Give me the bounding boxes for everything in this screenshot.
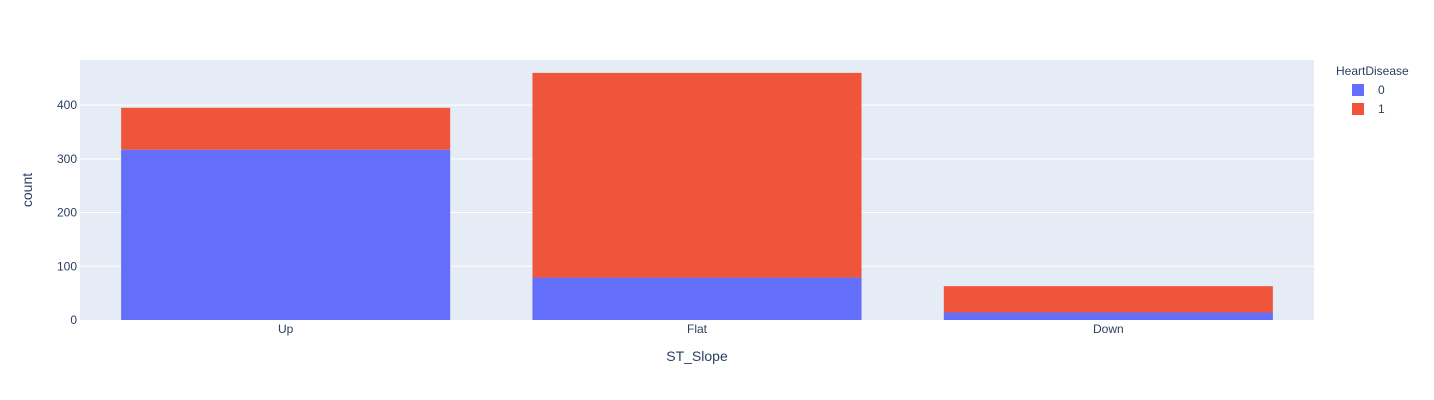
legend-swatch [1352,103,1364,115]
bar-up-heartdisease-0[interactable] [121,149,451,320]
bar-down-heartdisease-1[interactable] [943,286,1273,313]
x-axis-ticks: Up Flat Down [278,322,1124,336]
y-tick-label: 0 [70,313,77,327]
y-tick-label: 100 [57,259,77,273]
bar-flat-heartdisease-1[interactable] [532,72,862,278]
x-tick-label: Up [278,322,294,336]
bar-down-heartdisease-0[interactable] [943,312,1273,320]
legend-label: 1 [1378,102,1385,116]
y-axis-title: count [19,173,35,207]
y-axis-ticks: 0 100 200 300 400 [57,98,77,327]
bar-flat-heartdisease-0[interactable] [532,277,862,320]
x-tick-label: Flat [687,322,708,336]
y-tick-label: 200 [57,206,77,220]
legend-title: HeartDisease [1336,64,1409,78]
bars [121,72,1273,320]
legend-label: 0 [1378,83,1385,97]
x-tick-label: Down [1093,322,1124,336]
legend-swatch [1352,84,1364,96]
y-tick-label: 300 [57,152,77,166]
bar-up-heartdisease-1[interactable] [121,107,451,150]
legend-item-1[interactable]: 1 [1352,102,1385,116]
legend-item-0[interactable]: 0 [1352,83,1385,97]
y-tick-label: 400 [57,98,77,112]
x-axis-title: ST_Slope [666,348,728,364]
legend: HeartDisease 0 1 [1336,64,1409,116]
